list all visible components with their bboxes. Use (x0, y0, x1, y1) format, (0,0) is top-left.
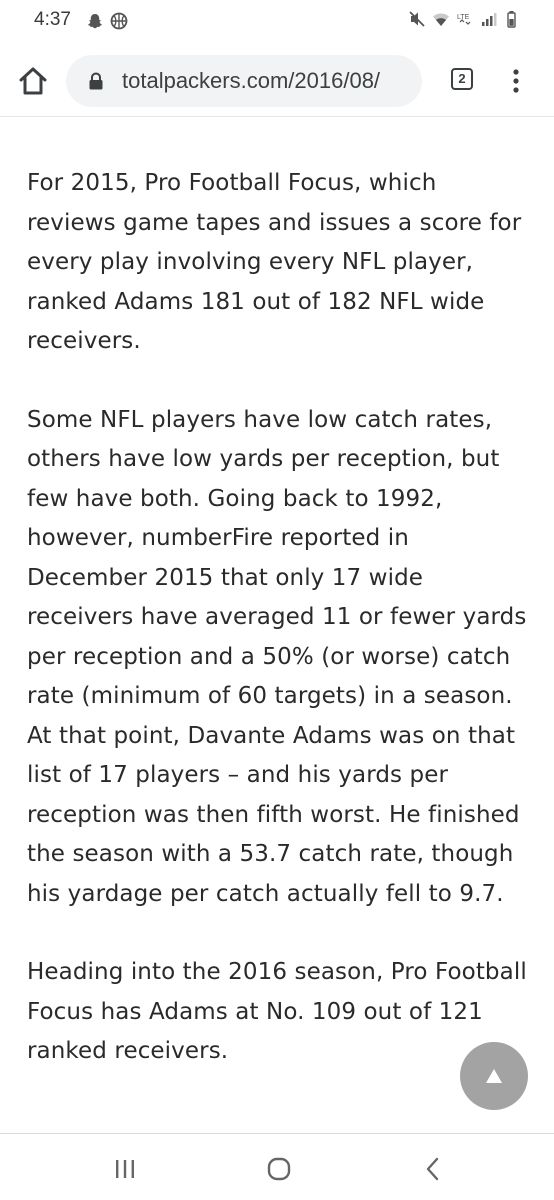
system-nav-bar (0, 1134, 554, 1200)
paragraph: Some NFL players have low catch rates, o… (27, 406, 527, 907)
browser-toolbar: totalpackers.com/2016/08/ 2 (0, 46, 554, 116)
lock-icon (89, 72, 103, 90)
scroll-to-top-button[interactable] (460, 1042, 528, 1110)
paragraph: Heading into the 2016 season, Pro Footba… (27, 959, 527, 1064)
home-circle-icon[interactable] (264, 1156, 294, 1182)
nav-divider (0, 1133, 554, 1134)
signal-icon (482, 13, 497, 26)
toolbar-divider (0, 116, 554, 117)
basketball-icon (110, 12, 128, 30)
url-bar[interactable]: totalpackers.com/2016/08/ (66, 55, 422, 107)
url-text: totalpackers.com/2016/08/ (122, 68, 381, 93)
wifi-icon (433, 13, 449, 26)
tab-switcher-button[interactable]: 2 (451, 68, 473, 90)
recents-icon[interactable] (110, 1156, 140, 1182)
back-icon[interactable] (418, 1156, 448, 1182)
mute-icon (409, 11, 425, 27)
lte-icon: LTE (457, 14, 471, 25)
status-system-icons: LTE (408, 10, 522, 28)
battery-icon (507, 11, 516, 28)
status-bar: 4:37 LTE (0, 0, 554, 46)
status-time: 4:37 (34, 9, 71, 30)
paragraph: For 2015, Pro Football Focus, which revi… (27, 170, 522, 354)
svg-text:LTE: LTE (457, 14, 470, 21)
home-icon[interactable] (16, 64, 50, 98)
triangle-up-icon (486, 1069, 502, 1083)
more-options-icon[interactable] (506, 64, 526, 98)
status-notification-icons (86, 12, 128, 30)
snapchat-icon (87, 14, 103, 29)
article-body: For 2015, Pro Football Focus, which revi… (27, 164, 527, 1111)
